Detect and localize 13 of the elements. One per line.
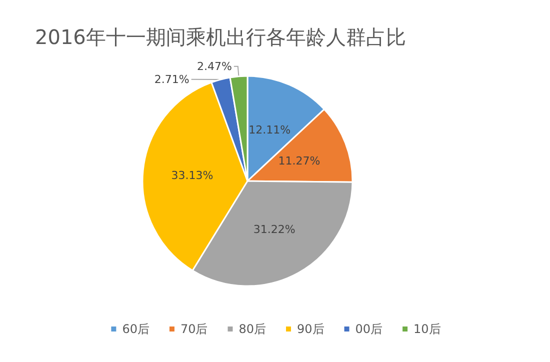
legend-label: 00后: [355, 322, 383, 336]
legend-label: 10后: [414, 322, 441, 336]
data-label: 2.47%: [196, 60, 232, 73]
legend-label: 80后: [238, 322, 266, 336]
data-label: 31.22%: [253, 223, 296, 236]
data-label: 2.71%: [154, 72, 190, 86]
legend-label: 60后: [122, 322, 150, 336]
data-label: 11.27%: [278, 154, 320, 168]
legend-label: 70后: [180, 322, 208, 336]
chart-title: 2016年十一期间乘机出行各年龄人群占比: [35, 25, 406, 49]
data-label: 33.13%: [171, 168, 214, 182]
legend-label: 90后: [297, 322, 324, 336]
data-label: 12.11%: [248, 124, 291, 137]
